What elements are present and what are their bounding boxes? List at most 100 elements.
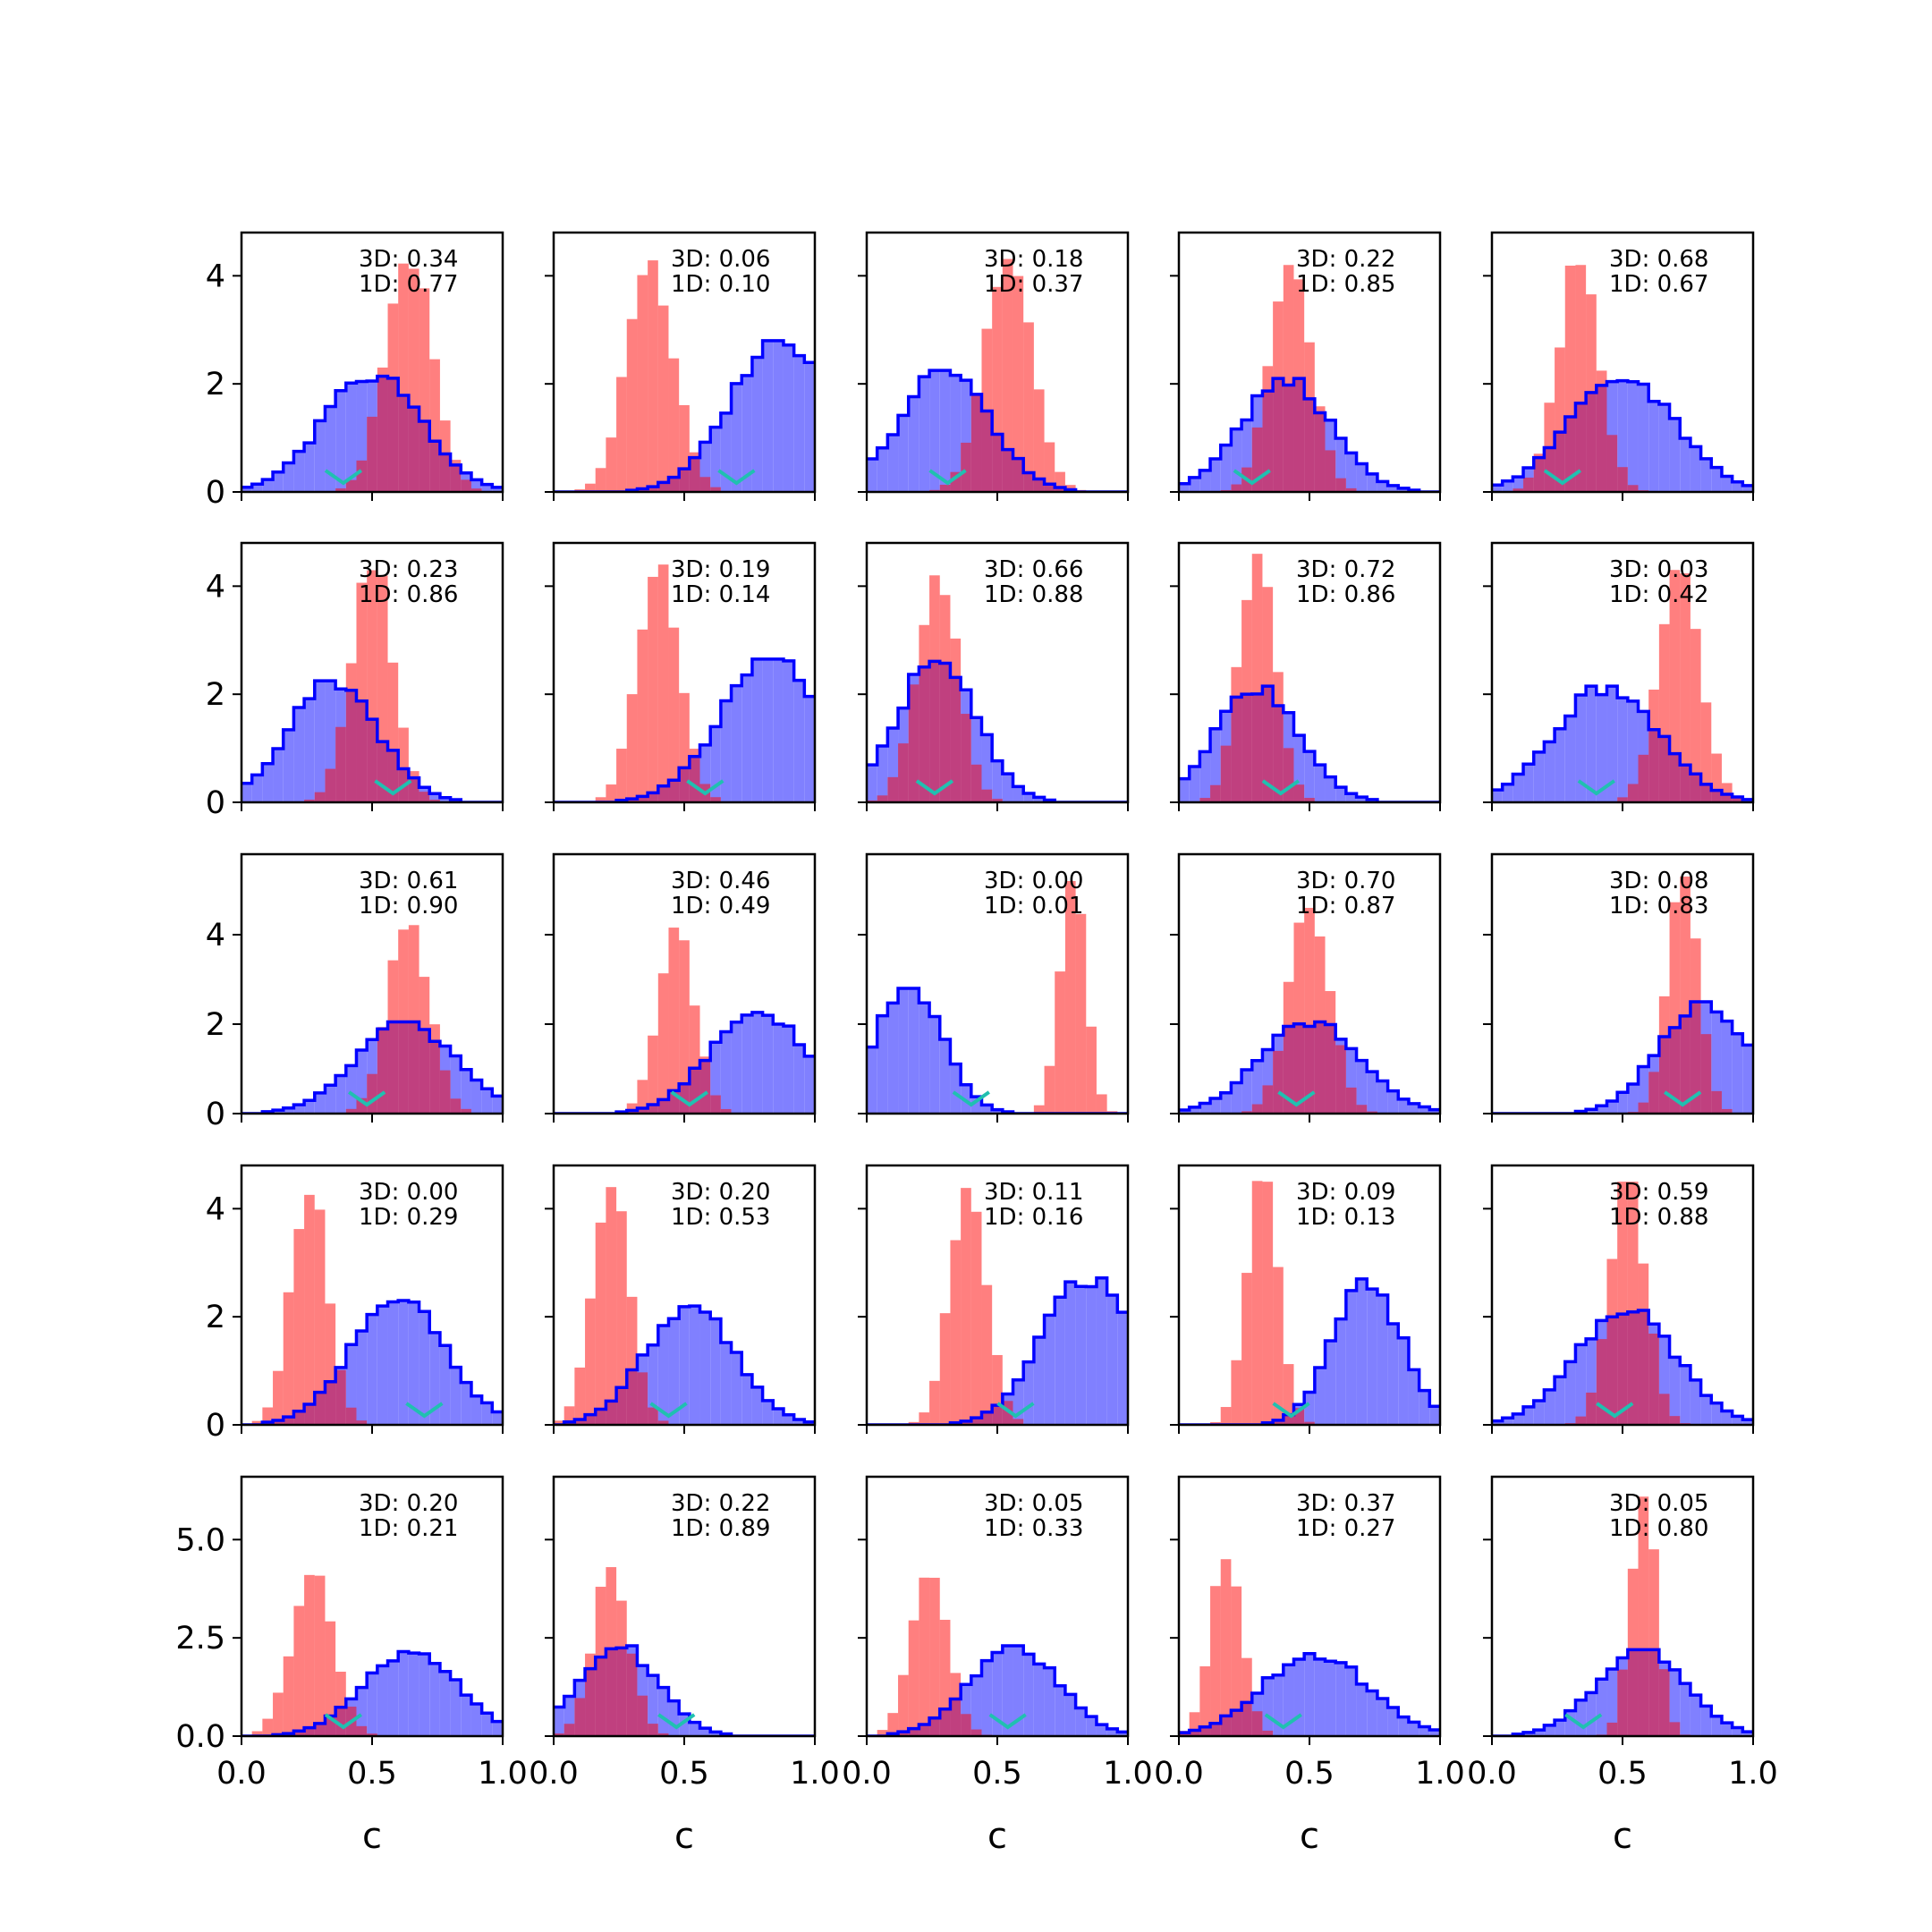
posterior-bar <box>1638 1496 1649 1736</box>
posterior-bar <box>939 484 951 492</box>
prior-bar <box>1721 476 1733 492</box>
truth-marker <box>1277 1090 1316 1107</box>
plot-area <box>867 881 1128 1114</box>
posterior-bar <box>961 1188 971 1425</box>
prior-bar <box>1586 686 1597 802</box>
plot-area <box>1179 1181 1440 1425</box>
posterior-bar <box>657 1420 669 1425</box>
prior-bar <box>1325 776 1336 802</box>
plot-area <box>867 1188 1128 1425</box>
prior-bar <box>1398 1098 1409 1114</box>
x-axis-label: c <box>362 1816 382 1857</box>
prior-bar <box>689 1722 700 1736</box>
posterior-bar <box>356 582 368 802</box>
prior-bar <box>1387 485 1399 492</box>
posterior-bar <box>1700 1034 1712 1114</box>
prior-bar <box>1690 446 1701 492</box>
posterior-bar <box>1241 599 1252 802</box>
prior-step-outline <box>554 1304 815 1425</box>
prior-bar <box>1398 487 1409 492</box>
prior-bar <box>283 1107 294 1114</box>
prior-step-outline <box>242 374 503 489</box>
prior-step-outline <box>867 987 1128 1114</box>
prior-bar <box>1356 463 1368 492</box>
posterior-bar <box>668 928 680 1114</box>
annotation-1d: 1D: 0.90 <box>359 893 458 919</box>
posterior-bar <box>398 263 409 492</box>
posterior-bar <box>398 727 409 802</box>
prior-bar <box>762 340 774 492</box>
prior-bar <box>1345 1048 1357 1114</box>
annotation-3d: 3D: 0.09 <box>1296 1179 1395 1206</box>
prior-bar <box>1606 1669 1618 1736</box>
prior-bar <box>710 726 721 802</box>
prior-bar <box>657 1687 669 1736</box>
prior-bar <box>408 1653 419 1736</box>
prior-step-outline <box>242 1649 503 1736</box>
truth-marker <box>915 779 954 796</box>
prior-bar <box>1106 1728 1118 1736</box>
prior-bar <box>1732 481 1743 492</box>
prior-step-outline <box>242 1020 503 1114</box>
annotation-1d: 1D: 0.37 <box>984 271 1083 298</box>
prior-bar <box>1523 1406 1534 1425</box>
posterior-bar <box>1293 1408 1305 1425</box>
prior-bar <box>970 1097 982 1114</box>
annotation-1d: 1D: 0.86 <box>1296 581 1395 608</box>
prior-bar <box>1335 1318 1346 1425</box>
prior-bar <box>668 1700 680 1736</box>
prior-bar <box>1492 790 1503 802</box>
posterior-bar <box>1325 991 1336 1114</box>
prior-bar <box>1086 1716 1097 1736</box>
annotation-3d: 3D: 0.22 <box>1296 246 1395 273</box>
posterior-bar <box>293 1229 305 1425</box>
prior-bar <box>751 357 763 492</box>
posterior-bar <box>1262 366 1274 492</box>
prior-bar <box>668 1318 680 1425</box>
posterior-bar <box>637 275 648 492</box>
prior-bar <box>1013 1645 1024 1736</box>
posterior-bar <box>554 1420 564 1425</box>
annotation-3d: 3D: 0.00 <box>984 868 1083 894</box>
posterior-bar <box>699 477 711 492</box>
prior-step-outline <box>1179 377 1440 492</box>
prior-bar <box>1055 1297 1065 1425</box>
plot-area <box>554 1567 815 1736</box>
posterior-bar <box>961 442 971 492</box>
prior-bar <box>1408 1369 1419 1425</box>
posterior-bar <box>626 1103 638 1114</box>
prior-bar <box>1398 1716 1409 1736</box>
posterior-bar <box>919 1577 930 1736</box>
truth-marker <box>1272 1402 1310 1419</box>
posterior-bar <box>616 749 627 802</box>
posterior-bar <box>283 1292 294 1425</box>
prior-bar <box>950 1063 962 1114</box>
prior-bar <box>461 1695 471 1736</box>
prior-bar <box>867 459 877 492</box>
posterior-bar <box>679 940 690 1114</box>
prior-bar <box>1680 1683 1690 1736</box>
prior-bar <box>1555 728 1565 802</box>
plot-area <box>554 260 815 492</box>
posterior-bar <box>1669 570 1681 802</box>
y-tick-label: 4 <box>206 569 225 605</box>
x-axis-label: c <box>1300 1816 1319 1857</box>
posterior-bar <box>1262 1730 1274 1736</box>
prior-bar <box>429 1332 440 1425</box>
posterior-bar <box>408 268 419 492</box>
posterior-bar <box>1241 1273 1252 1425</box>
posterior-bar <box>1283 748 1294 802</box>
posterior-bar <box>1189 1712 1200 1736</box>
prior-bar <box>699 442 711 492</box>
posterior-bar <box>1690 938 1701 1114</box>
prior-step-outline <box>1179 1020 1440 1112</box>
posterior-bar <box>1262 1182 1274 1425</box>
prior-bar <box>1669 1669 1681 1736</box>
prior-bar <box>1283 1665 1294 1736</box>
posterior-bar <box>950 471 962 492</box>
posterior-bar <box>1669 1722 1681 1736</box>
posterior-bar <box>1023 322 1034 492</box>
posterior-bar <box>616 1600 627 1736</box>
